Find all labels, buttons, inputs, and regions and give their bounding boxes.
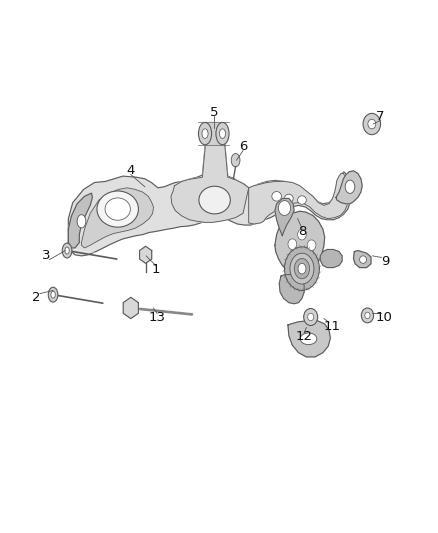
Text: 8: 8 <box>298 225 306 238</box>
Polygon shape <box>353 251 371 268</box>
Ellipse shape <box>272 191 282 201</box>
Ellipse shape <box>51 291 55 298</box>
Ellipse shape <box>202 129 208 139</box>
Circle shape <box>307 240 316 251</box>
Text: 10: 10 <box>376 311 392 324</box>
Ellipse shape <box>216 123 229 145</box>
Polygon shape <box>140 246 152 263</box>
Polygon shape <box>336 171 362 204</box>
Polygon shape <box>279 274 304 304</box>
Ellipse shape <box>199 186 230 214</box>
Circle shape <box>307 313 314 321</box>
Ellipse shape <box>294 259 310 279</box>
Ellipse shape <box>290 253 314 284</box>
Circle shape <box>304 309 318 326</box>
Circle shape <box>361 308 374 323</box>
Polygon shape <box>68 193 92 248</box>
Text: 12: 12 <box>296 330 313 343</box>
Text: 5: 5 <box>209 106 218 119</box>
Polygon shape <box>123 297 138 319</box>
Polygon shape <box>288 321 330 357</box>
Polygon shape <box>171 128 249 222</box>
Circle shape <box>288 239 297 249</box>
Ellipse shape <box>297 196 306 204</box>
Ellipse shape <box>77 215 86 228</box>
Polygon shape <box>81 188 153 248</box>
Polygon shape <box>205 123 223 145</box>
Ellipse shape <box>48 287 58 302</box>
Ellipse shape <box>219 129 226 139</box>
Text: 7: 7 <box>376 110 385 123</box>
Text: 4: 4 <box>127 164 135 177</box>
Ellipse shape <box>231 154 240 167</box>
Ellipse shape <box>300 333 317 345</box>
Ellipse shape <box>105 198 131 220</box>
Circle shape <box>279 200 290 215</box>
Circle shape <box>297 229 306 240</box>
Polygon shape <box>68 127 351 256</box>
Text: 2: 2 <box>32 291 41 304</box>
Ellipse shape <box>345 180 355 193</box>
Polygon shape <box>320 249 342 268</box>
Text: 3: 3 <box>42 249 51 262</box>
Ellipse shape <box>298 263 306 274</box>
Circle shape <box>365 312 370 319</box>
Circle shape <box>363 114 381 135</box>
Ellipse shape <box>285 247 319 290</box>
Polygon shape <box>275 211 325 274</box>
Text: 1: 1 <box>152 263 160 276</box>
Text: 6: 6 <box>239 140 247 154</box>
Ellipse shape <box>97 191 138 227</box>
Circle shape <box>368 119 376 129</box>
Text: 11: 11 <box>324 320 341 333</box>
Text: 13: 13 <box>148 311 166 324</box>
Ellipse shape <box>360 256 367 263</box>
Ellipse shape <box>285 194 293 203</box>
Ellipse shape <box>198 123 212 145</box>
Polygon shape <box>275 198 294 236</box>
Text: 9: 9 <box>381 255 389 268</box>
Ellipse shape <box>62 243 72 258</box>
Polygon shape <box>249 173 349 224</box>
Ellipse shape <box>65 247 69 254</box>
